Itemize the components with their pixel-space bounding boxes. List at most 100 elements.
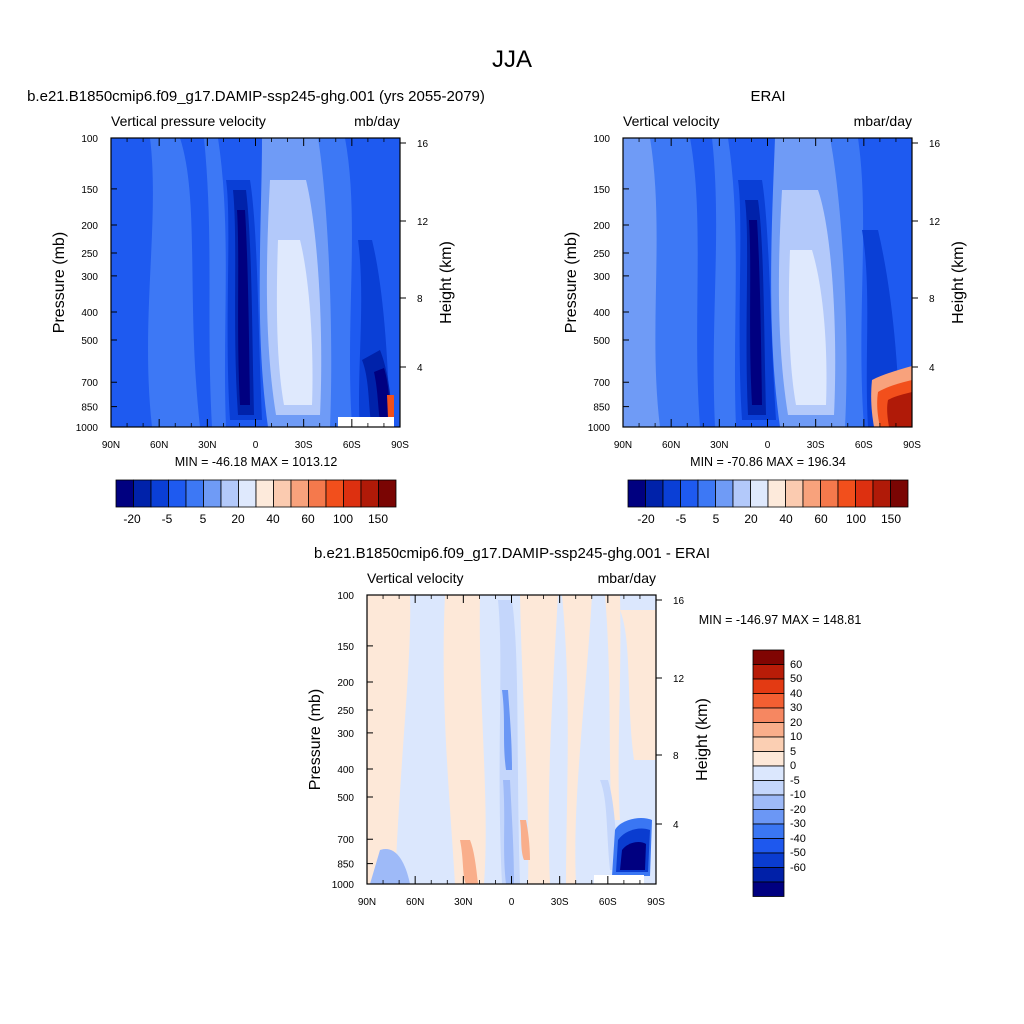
x-tick-label: 60N	[406, 897, 424, 908]
colorbar: -20 -5 5 20 40 60 100 150	[637, 512, 901, 526]
x-tick-label: 90S	[903, 440, 921, 451]
colorbar-box	[203, 479, 222, 508]
y-tick-label: 300	[81, 272, 98, 283]
x-tick-label: 90N	[102, 440, 120, 451]
colorbar-box	[752, 765, 785, 781]
colorbar-box	[890, 479, 909, 508]
y-tick-label: 700	[337, 835, 354, 846]
colorbar-box	[752, 678, 785, 694]
colorbar-label: 5	[790, 746, 796, 758]
x-tick-label: 0	[253, 440, 259, 451]
colorbar-label: -5	[676, 512, 687, 526]
y-right-tick-label: 12	[673, 674, 685, 685]
colorbar-box	[752, 722, 785, 738]
y-tick-label: 700	[81, 378, 98, 389]
colorbar-label: -20	[637, 512, 655, 526]
colorbar-box	[855, 479, 874, 508]
colorbar-box	[752, 794, 785, 810]
y-tick-label: 500	[337, 793, 354, 804]
y-right-tick-label: 16	[673, 596, 685, 607]
y-axis-label-right: Height (km)	[950, 241, 967, 324]
y-tick-label: 850	[593, 403, 610, 414]
y-tick-label: 200	[337, 678, 354, 689]
colorbar-label: 0	[790, 760, 796, 772]
colorbar-box	[752, 823, 785, 839]
colorbar-box	[752, 852, 785, 868]
colorbar-label: -60	[790, 862, 806, 874]
colorbar-label: 60	[790, 659, 802, 671]
y-tick-label: 400	[593, 308, 610, 319]
y-right-tick-label: 8	[929, 294, 935, 305]
colorbar-box	[273, 479, 292, 508]
x-tick-label: 60S	[855, 440, 873, 451]
colorbar-box	[752, 780, 785, 796]
y-tick-label: 100	[593, 134, 610, 145]
y-right-tick-label: 4	[673, 820, 679, 831]
colorbar-box	[133, 479, 152, 508]
colorbar-box	[343, 479, 362, 508]
colorbar-box	[662, 479, 681, 508]
panel-units-label: mbar/day	[598, 570, 656, 586]
colorbar-box	[732, 479, 751, 508]
min-max-stats: MIN = -46.18 MAX = 1013.12	[175, 455, 338, 469]
x-tick-label: 30N	[710, 440, 728, 451]
panel-title: ERAI	[750, 88, 785, 105]
x-tick-label: 30N	[454, 897, 472, 908]
colorbar-box	[255, 479, 274, 508]
colorbar-box	[837, 479, 856, 508]
x-tick-label: 90N	[358, 897, 376, 908]
y-right-tick-label: 12	[929, 217, 941, 228]
y-right-tick-label: 8	[417, 294, 423, 305]
y-tick-label: 500	[81, 336, 98, 347]
y-right-tick-label: 8	[673, 751, 679, 762]
x-tick-label: 90S	[647, 897, 665, 908]
contour-field	[623, 138, 912, 427]
y-right-tick-label: 4	[929, 363, 935, 374]
y-tick-label: 1000	[332, 880, 355, 891]
y-right-tick-label: 16	[417, 139, 429, 150]
x-tick-label: 60N	[662, 440, 680, 451]
colorbar-label: -50	[790, 847, 806, 859]
colorbar-label: 30	[790, 702, 802, 714]
colorbar-box	[752, 867, 785, 883]
colorbar-box	[872, 479, 891, 508]
colorbar-box	[185, 479, 204, 508]
colorbar-box	[325, 479, 344, 508]
min-max-stats: MIN = -70.86 MAX = 196.34	[690, 455, 846, 469]
colorbar-label: -10	[790, 789, 806, 801]
colorbar-box	[752, 664, 785, 680]
y-axis-label: Pressure (mb)	[307, 689, 324, 790]
colorbar-box	[752, 736, 785, 752]
colorbar-label: 5	[200, 512, 207, 526]
y-right-tick-label: 12	[417, 217, 429, 228]
panel-left-label: Vertical velocity	[623, 113, 719, 129]
y-tick-label: 200	[81, 221, 98, 232]
colorbar-label: -30	[790, 818, 806, 830]
y-tick-label: 150	[593, 185, 610, 196]
colorbar-box	[752, 838, 785, 854]
colorbar-box	[785, 479, 804, 508]
y-axis-label-right: Height (km)	[694, 698, 711, 781]
colorbar-label: 20	[790, 717, 802, 729]
y-tick-label: 700	[593, 378, 610, 389]
colorbar-box	[680, 479, 699, 508]
colorbar-box	[697, 479, 716, 508]
panel-difference: b.e21.B1850cmip6.f09_g17.DAMIP-ssp245-gh…	[314, 545, 861, 885]
y-axis-label-right: Height (km)	[438, 241, 455, 324]
panel-units-label: mbar/day	[854, 113, 912, 129]
y-tick-label: 100	[337, 591, 354, 602]
y-tick-label: 300	[337, 729, 354, 740]
colorbar-box	[752, 881, 785, 897]
y-tick-label: 250	[337, 706, 354, 717]
y-tick-label: 400	[81, 308, 98, 319]
colorbar-box	[820, 479, 839, 508]
colorbar: 60 50 40 30 20 10 5 0 -5 -10 -20 -30 -40…	[790, 659, 806, 874]
colorbar-box	[752, 809, 785, 825]
y-tick-label: 300	[593, 272, 610, 283]
colorbar-label: 50	[790, 673, 802, 685]
colorbar-box	[360, 479, 379, 508]
panel-title: b.e21.B1850cmip6.f09_g17.DAMIP-ssp245-gh…	[314, 545, 710, 562]
colorbar-label: 10	[790, 731, 802, 743]
y-tick-label: 850	[337, 860, 354, 871]
